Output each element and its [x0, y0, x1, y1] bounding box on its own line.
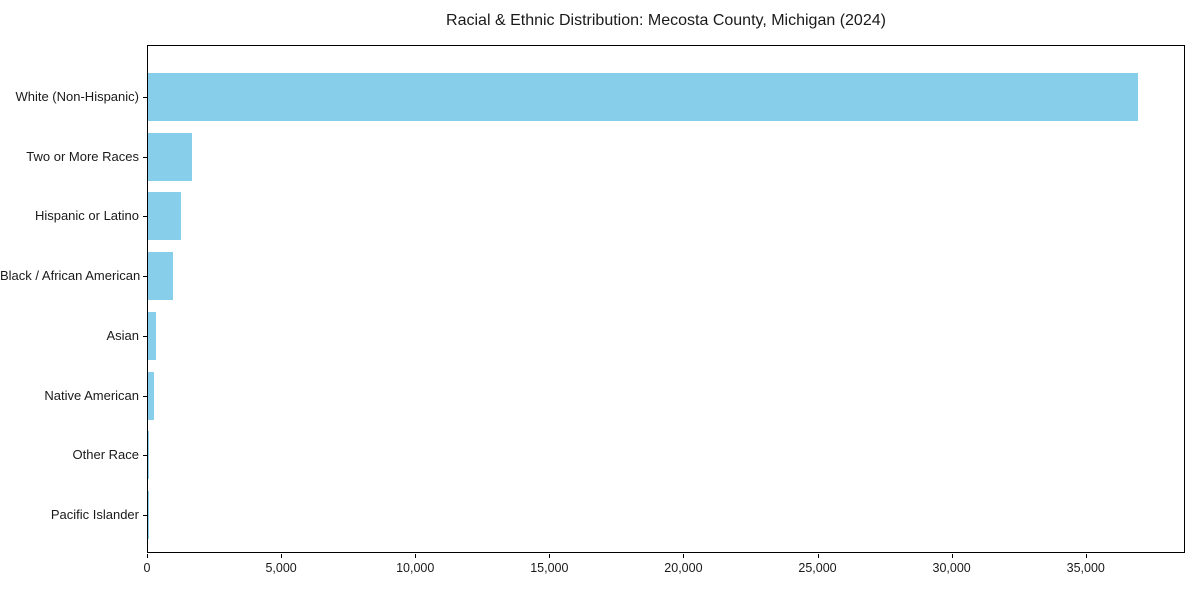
y-tick-mark: [143, 455, 147, 457]
x-tick-mark: [415, 554, 417, 558]
y-tick-mark: [143, 216, 147, 218]
y-tick-label: White (Non-Hispanic): [15, 89, 139, 104]
x-tick-mark: [817, 554, 819, 558]
x-tick-mark: [683, 554, 685, 558]
x-tick-label: 0: [143, 561, 151, 575]
y-tick-label: Asian: [106, 327, 139, 343]
y-tick-mark: [143, 395, 147, 397]
y-tick-label: Two or More Races: [26, 148, 139, 164]
bar: [148, 311, 157, 360]
y-tick-mark: [143, 514, 147, 516]
x-tick-mark: [147, 554, 148, 558]
chart-title: Racial & Ethnic Distribution: Mecosta Co…: [446, 12, 886, 29]
y-tick-mark: [143, 97, 147, 98]
y-tick-mark: [143, 156, 147, 158]
x-tick-mark: [951, 554, 953, 558]
x-tick-mark: [281, 554, 283, 558]
plot-area: [147, 45, 1185, 553]
bar: [148, 371, 155, 420]
x-tick-label: 20,000: [664, 561, 703, 575]
y-tick-mark: [143, 276, 147, 278]
x-tick-label: 35,000: [1066, 561, 1105, 575]
y-tick-label: Native American: [44, 387, 139, 403]
y-tick-label: Other Race: [72, 447, 139, 463]
bar: [148, 132, 193, 181]
x-tick-mark: [1085, 554, 1087, 558]
y-tick-label: Hispanic or Latino: [34, 208, 139, 224]
bar: [148, 192, 181, 241]
bar: [148, 252, 173, 301]
y-tick-label: Black / African American: [0, 268, 141, 284]
x-tick-label: 30,000: [932, 561, 971, 575]
x-tick-label: 5,000: [265, 561, 297, 575]
y-tick-mark: [143, 335, 147, 337]
x-tick-label: 15,000: [530, 561, 569, 575]
x-tick-label: 10,000: [396, 561, 435, 575]
x-tick-label: 25,000: [798, 561, 837, 575]
bar: [148, 73, 1138, 121]
bar: [148, 431, 150, 480]
x-tick-mark: [549, 554, 551, 558]
y-tick-label: Pacific Islander: [50, 506, 139, 522]
